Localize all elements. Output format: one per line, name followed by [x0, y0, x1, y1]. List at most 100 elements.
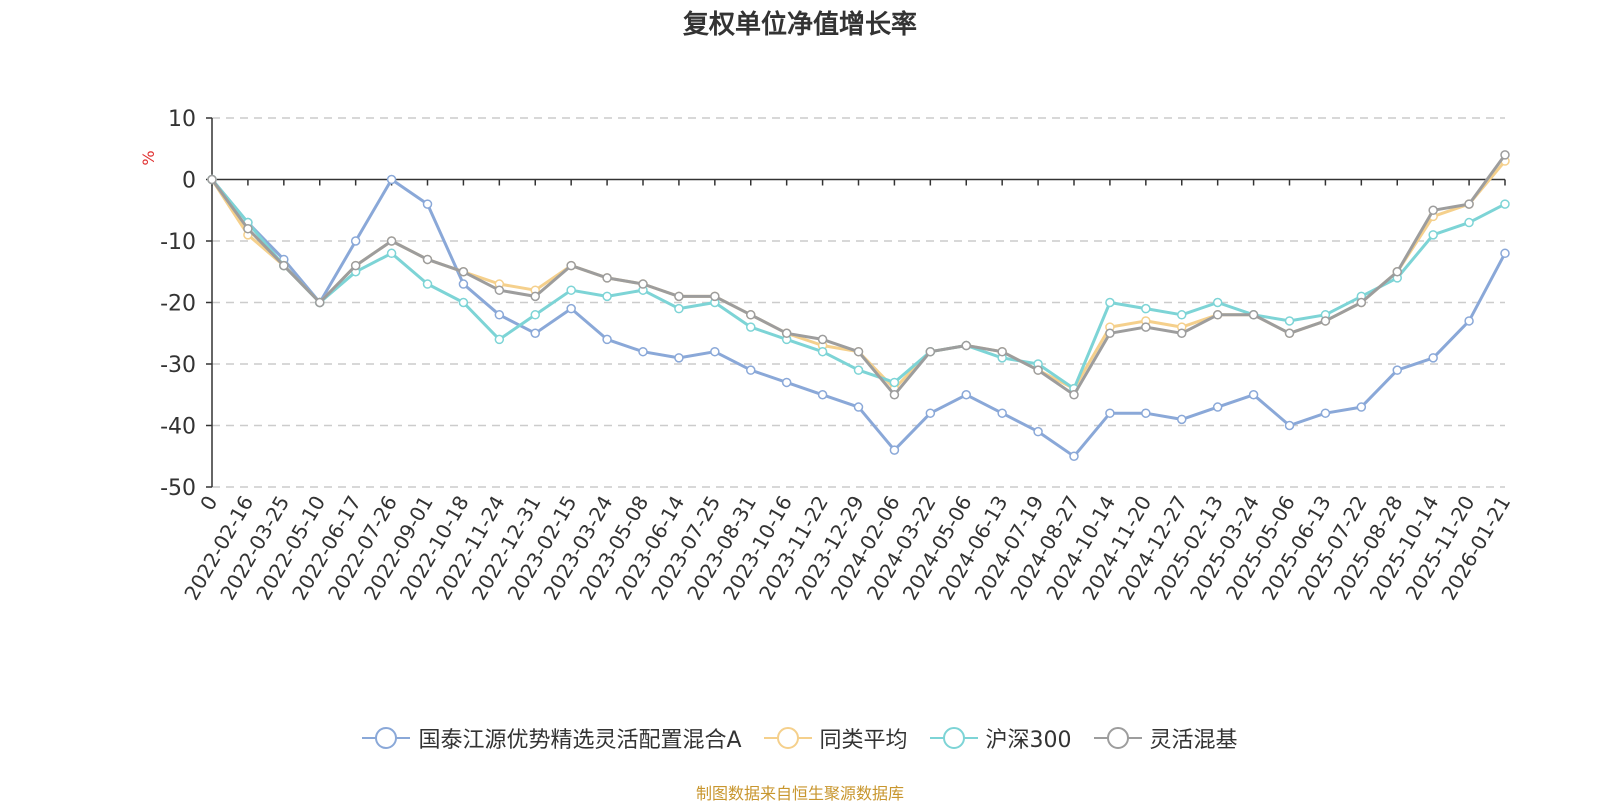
x-tick-label: 0: [195, 492, 222, 515]
y-tick-label: 0: [182, 169, 196, 194]
data-point: [1392, 365, 1402, 375]
legend-item[interactable]: 灵活混基: [1093, 722, 1238, 754]
data-point: [853, 365, 864, 375]
data-point: [1356, 402, 1367, 412]
y-axis-label: %: [139, 150, 158, 165]
data-point: [422, 254, 433, 265]
data-point: [925, 346, 936, 357]
data-point: [279, 260, 289, 271]
data-point: [566, 303, 576, 314]
data-point: [350, 260, 361, 271]
data-point: [1464, 316, 1474, 326]
data-point: [1141, 303, 1151, 314]
legend-item[interactable]: 国泰江源优势精选灵活配置混合A: [362, 722, 742, 754]
data-point: [350, 236, 361, 246]
data-point: [1500, 199, 1510, 209]
data-point: [494, 310, 505, 320]
legend-swatch-icon: [763, 727, 812, 749]
data-point: [602, 334, 612, 345]
data-point: [1464, 199, 1474, 209]
data-point: [1356, 297, 1367, 308]
data-point: [1105, 297, 1115, 308]
series-1: [207, 174, 1510, 461]
data-point: [1212, 297, 1223, 308]
data-point: [1428, 230, 1438, 240]
data-point: [674, 353, 684, 363]
data-point: [710, 291, 720, 302]
data-point: [1141, 408, 1151, 418]
legend-item[interactable]: 沪深300: [929, 722, 1072, 754]
data-point: [997, 408, 1007, 418]
legend: 国泰江源优势精选灵活配置混合A 同类平均 沪深300 灵活混基: [0, 722, 1600, 754]
data-source-footer: 制图数据来自恒生聚源数据库: [695, 784, 904, 803]
data-point: [422, 199, 433, 209]
data-point: [781, 328, 792, 338]
data-point: [674, 291, 684, 302]
data-point: [961, 390, 971, 400]
data-point: [1464, 217, 1474, 228]
data-point: [1248, 390, 1259, 400]
legend-label: 国泰江源优势精选灵活配置混合A: [418, 728, 742, 753]
data-point: [746, 310, 756, 320]
data-point: [494, 334, 505, 345]
data-point: [746, 322, 756, 332]
data-point: [566, 260, 576, 271]
legend-label: 灵活混基: [1149, 728, 1238, 753]
data-point: [1428, 353, 1438, 363]
data-point: [386, 174, 397, 185]
data-point: [1284, 316, 1295, 326]
legend-item[interactable]: 同类平均: [763, 722, 908, 754]
data-point: [1069, 451, 1079, 461]
data-point: [889, 445, 900, 455]
y-tick-label: -20: [160, 292, 196, 317]
y-tick-label: -30: [160, 353, 196, 378]
data-point: [1105, 328, 1115, 338]
data-point: [889, 390, 900, 400]
data-point: [925, 408, 936, 418]
data-point: [1500, 150, 1510, 160]
data-point: [458, 267, 469, 277]
data-point: [889, 377, 900, 388]
data-point: [853, 346, 864, 357]
data-point: [243, 223, 253, 234]
data-point: [781, 377, 792, 388]
y-tick-label: 10: [168, 107, 196, 132]
legend-marker: [776, 727, 799, 749]
data-point: [1177, 328, 1187, 338]
y-tick-label: -50: [160, 476, 196, 501]
data-point: [1392, 267, 1402, 277]
data-point: [458, 279, 469, 289]
data-point: [1105, 408, 1115, 418]
data-point: [1033, 365, 1043, 375]
legend-swatch-icon: [929, 727, 978, 749]
legend-label: 沪深300: [985, 728, 1072, 753]
legend-marker: [942, 727, 965, 749]
data-point: [997, 346, 1007, 357]
data-point: [1069, 390, 1079, 400]
data-point: [638, 279, 648, 289]
legend-marker: [1106, 727, 1129, 749]
data-point: [530, 328, 540, 338]
data-point: [602, 273, 612, 283]
data-point: [530, 291, 540, 302]
data-point: [1141, 322, 1151, 332]
data-point: [638, 346, 648, 357]
data-point: [1320, 316, 1331, 326]
legend-label: 同类平均: [819, 728, 908, 753]
data-point: [1212, 402, 1223, 412]
data-point: [1320, 408, 1331, 418]
data-point: [422, 279, 433, 289]
data-point: [1284, 328, 1295, 338]
data-point: [602, 291, 612, 302]
y-tick-label: -10: [160, 230, 196, 255]
data-point: [710, 346, 720, 357]
series-line: [210, 178, 1507, 391]
data-point: [1033, 426, 1043, 437]
data-point: [1500, 248, 1510, 259]
data-point: [817, 390, 828, 400]
data-point: [1177, 310, 1187, 320]
data-point: [1428, 205, 1438, 215]
series-4: [207, 150, 1510, 400]
data-point: [1177, 414, 1187, 425]
y-tick-label: -40: [160, 415, 196, 440]
